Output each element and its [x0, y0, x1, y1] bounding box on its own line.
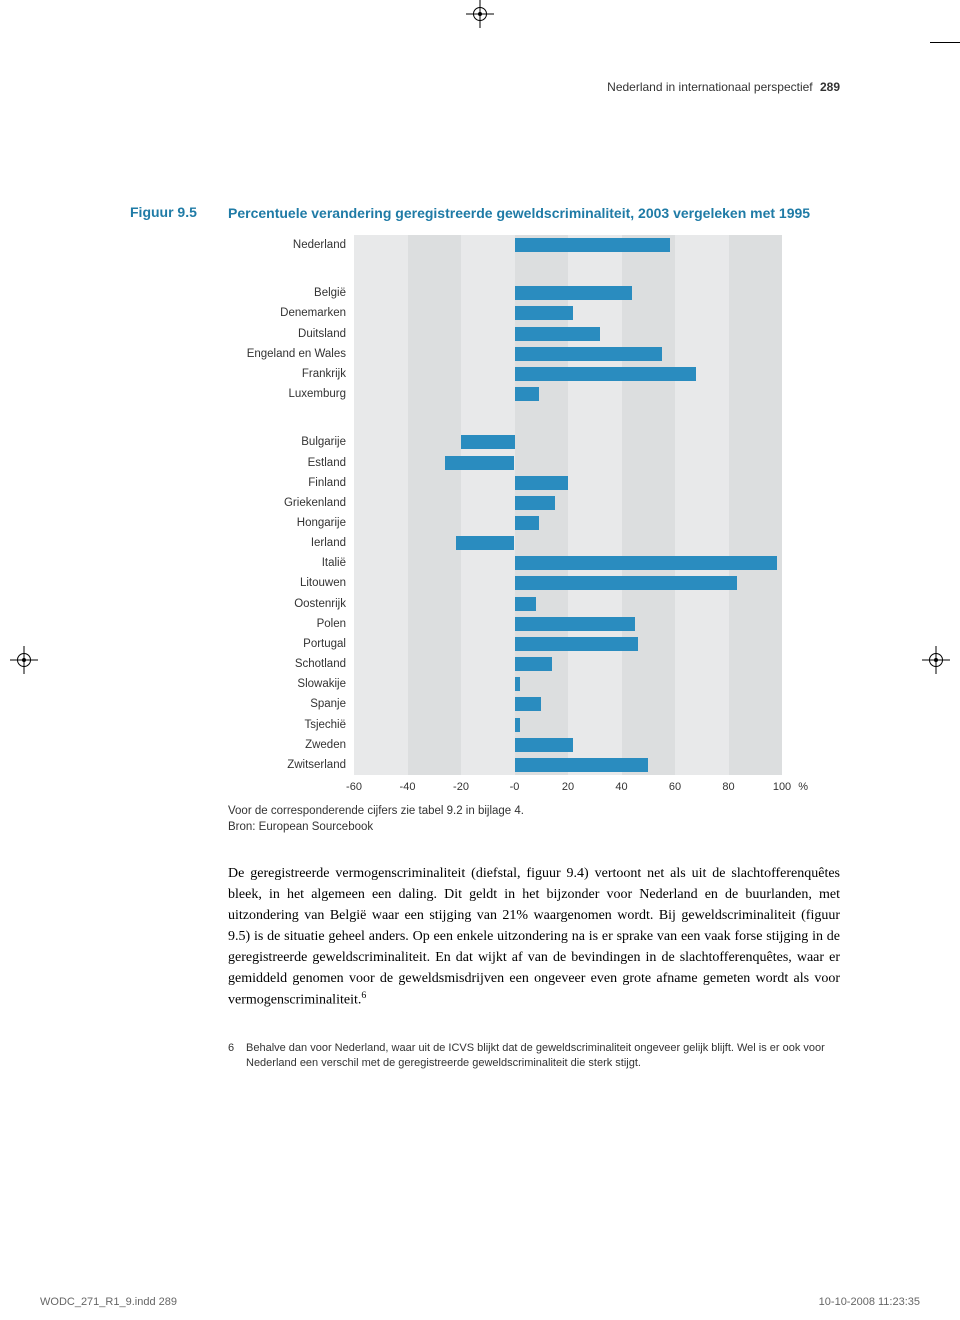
grid-band — [675, 235, 729, 775]
category-label: Polen — [317, 618, 346, 630]
chart-note-2: Bron: European Sourcebook — [228, 819, 840, 835]
page-number: 289 — [820, 80, 840, 94]
chart-container: -60 -40 -20 -0 20 40 60 80 100% Nederland België De… — [130, 235, 840, 795]
category-label: Zwitserland — [287, 759, 346, 771]
chart-notes: Voor de corresponderende cijfers zie tab… — [228, 803, 840, 835]
x-tick-label: 80 — [722, 781, 734, 793]
bar — [515, 556, 777, 570]
category-label: Schotland — [295, 658, 346, 670]
x-tick-label: 100 — [773, 781, 791, 793]
category-label: Portugal — [303, 638, 346, 650]
category-label: Duitsland — [298, 328, 346, 340]
page-content: Nederland in internationaal perspectief … — [130, 80, 840, 1260]
category-label: Luxemburg — [288, 388, 346, 400]
bar — [515, 476, 569, 490]
grid-band — [568, 235, 622, 775]
figure-heading: Figuur 9.5 Percentuele verandering gereg… — [130, 204, 840, 223]
category-label: Spanje — [310, 698, 346, 710]
footnote: 6 Behalve dan voor Nederland, waar uit d… — [228, 1041, 840, 1071]
registration-mark-left — [10, 646, 38, 674]
x-tick-label: 20 — [562, 781, 574, 793]
x-tick-label: -0 — [510, 781, 520, 793]
bar — [515, 597, 536, 611]
bar — [515, 367, 697, 381]
bar — [515, 657, 552, 671]
category-label: Oostenrijk — [294, 598, 346, 610]
bar — [515, 516, 539, 530]
footnote-number: 6 — [228, 1041, 246, 1071]
bar — [515, 496, 555, 510]
running-head: Nederland in internationaal perspectief … — [130, 80, 840, 94]
print-footer: WODC_271_R1_9.indd 289 10-10-2008 11:23:… — [40, 1296, 920, 1308]
category-label: Finland — [308, 477, 346, 489]
x-tick-label: -40 — [400, 781, 416, 793]
bar — [515, 327, 601, 341]
body-paragraph: De geregistreerde vermogenscriminaliteit… — [228, 863, 840, 1011]
bar — [515, 238, 670, 252]
category-label: Slowakije — [297, 678, 346, 690]
section-title: Nederland in internationaal perspectief — [607, 80, 812, 94]
category-label: Hongarije — [297, 517, 346, 529]
bar — [515, 306, 574, 320]
bar — [456, 536, 515, 550]
category-label: Italië — [322, 557, 346, 569]
registration-mark-top — [466, 0, 494, 40]
category-label: Zweden — [305, 739, 346, 751]
footer-file: WODC_271_R1_9.indd 289 — [40, 1296, 177, 1308]
bar — [461, 435, 515, 449]
category-label: Nederland — [293, 239, 346, 251]
bar — [515, 677, 520, 691]
bar — [515, 637, 638, 651]
x-tick-label: 60 — [669, 781, 681, 793]
chart-note-1: Voor de corresponderende cijfers zie tab… — [228, 803, 840, 819]
body-text: De geregistreerde vermogenscriminaliteit… — [228, 866, 840, 1008]
category-label: Estland — [308, 457, 346, 469]
figure-label: Figuur 9.5 — [130, 204, 228, 223]
bar — [515, 576, 737, 590]
bar — [515, 718, 520, 732]
bar-chart: -60-40-20-020406080100%NederlandBelgiëDe… — [354, 235, 810, 795]
grid-band — [354, 235, 408, 775]
bar — [515, 758, 649, 772]
category-label: Ierland — [311, 537, 346, 549]
category-label: Litouwen — [300, 577, 346, 589]
x-unit-label: % — [798, 781, 808, 793]
bar — [515, 697, 542, 711]
bar — [515, 738, 574, 752]
bar — [515, 617, 635, 631]
registration-mark-right — [922, 646, 950, 674]
category-label: Engeland en Wales — [247, 348, 346, 360]
category-label: Griekenland — [284, 497, 346, 509]
x-tick-label: 40 — [615, 781, 627, 793]
x-tick-label: -60 — [346, 781, 362, 793]
grid-band — [461, 235, 515, 775]
category-label: Frankrijk — [302, 368, 346, 380]
category-label: België — [314, 287, 346, 299]
x-tick-label: -20 — [453, 781, 469, 793]
footer-timestamp: 10-10-2008 11:23:35 — [819, 1296, 920, 1308]
category-label: Denemarken — [280, 307, 346, 319]
category-label: Bulgarije — [301, 436, 346, 448]
footnote-ref: 6 — [361, 990, 366, 1001]
trim-mark — [930, 42, 960, 43]
figure-title: Percentuele verandering geregistreerde g… — [228, 204, 810, 223]
bar — [515, 387, 539, 401]
footnote-text: Behalve dan voor Nederland, waar uit de … — [246, 1041, 840, 1071]
bar — [445, 456, 515, 470]
bar — [515, 286, 633, 300]
grid-band — [408, 235, 462, 775]
grid-band — [622, 235, 676, 775]
bar — [515, 347, 662, 361]
grid-band — [729, 235, 783, 775]
category-label: Tsjechië — [304, 719, 346, 731]
